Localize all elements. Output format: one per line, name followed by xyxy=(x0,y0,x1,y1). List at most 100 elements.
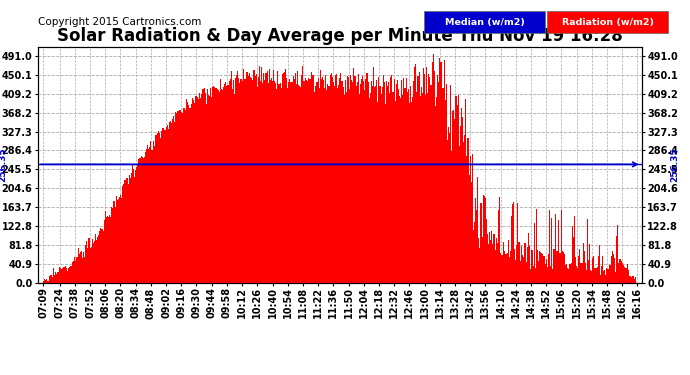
Bar xyxy=(592,258,593,283)
Bar xyxy=(541,253,542,283)
Bar xyxy=(170,121,171,283)
Bar xyxy=(256,74,257,283)
Bar xyxy=(368,98,370,283)
Bar xyxy=(307,81,308,283)
Bar xyxy=(571,226,573,283)
Bar xyxy=(511,216,512,283)
Bar xyxy=(505,254,506,283)
Bar xyxy=(460,126,461,283)
Bar xyxy=(156,135,157,283)
Bar xyxy=(230,71,232,283)
Bar xyxy=(521,246,522,283)
Bar xyxy=(143,158,144,283)
Bar xyxy=(360,84,361,283)
Bar xyxy=(306,80,307,283)
Bar xyxy=(319,70,321,283)
Bar xyxy=(503,243,504,283)
Bar xyxy=(346,92,347,283)
Bar xyxy=(413,81,414,283)
Bar xyxy=(296,84,297,283)
Bar xyxy=(333,82,334,283)
Bar xyxy=(215,88,217,283)
Bar xyxy=(440,62,442,283)
Bar xyxy=(630,276,631,283)
Bar xyxy=(470,156,471,283)
Bar xyxy=(377,102,378,283)
Bar xyxy=(300,87,302,283)
Bar xyxy=(302,66,304,283)
Bar xyxy=(412,97,413,283)
Bar xyxy=(290,82,291,283)
Bar xyxy=(236,75,237,283)
Bar xyxy=(273,70,274,283)
Bar xyxy=(435,106,436,283)
Bar xyxy=(149,147,150,283)
Bar xyxy=(451,151,452,283)
Bar xyxy=(425,94,426,283)
Bar xyxy=(436,97,437,283)
Bar xyxy=(396,84,397,283)
Bar xyxy=(128,176,130,283)
Bar xyxy=(350,75,351,283)
Bar xyxy=(65,266,66,283)
Bar xyxy=(90,247,92,283)
Bar xyxy=(605,275,607,283)
Bar xyxy=(222,90,223,283)
Bar xyxy=(597,267,598,283)
Bar xyxy=(593,256,595,283)
Bar xyxy=(362,76,363,283)
Bar xyxy=(612,251,613,283)
Bar xyxy=(209,96,210,283)
Bar xyxy=(83,252,84,283)
Bar xyxy=(536,209,537,283)
Text: 256.35: 256.35 xyxy=(0,147,8,182)
Bar xyxy=(515,260,516,283)
Bar xyxy=(162,128,164,283)
Bar xyxy=(340,73,342,283)
Bar xyxy=(600,275,601,283)
Bar xyxy=(466,156,467,283)
Bar xyxy=(234,94,235,283)
Bar xyxy=(249,73,250,283)
Bar xyxy=(50,275,52,283)
Bar xyxy=(110,217,111,283)
Bar xyxy=(258,77,259,283)
Bar xyxy=(190,104,192,283)
Bar xyxy=(566,264,567,283)
Bar xyxy=(393,79,395,283)
Bar xyxy=(144,157,145,283)
Bar xyxy=(370,93,371,283)
Bar xyxy=(395,101,396,283)
Bar xyxy=(225,82,226,283)
Bar xyxy=(560,253,561,283)
Bar xyxy=(56,274,57,283)
Bar xyxy=(184,108,185,283)
Bar xyxy=(417,76,419,283)
Bar xyxy=(66,268,67,283)
Bar xyxy=(518,242,520,283)
Bar xyxy=(569,264,571,283)
Bar xyxy=(186,99,187,283)
Bar xyxy=(510,251,511,283)
Bar xyxy=(426,67,427,283)
Bar xyxy=(538,261,539,283)
Bar xyxy=(421,87,422,283)
Bar xyxy=(201,94,202,283)
Bar xyxy=(281,88,282,283)
Bar xyxy=(327,84,328,283)
Bar xyxy=(192,98,193,283)
Bar xyxy=(141,157,143,283)
Bar xyxy=(457,95,459,283)
Bar xyxy=(251,78,253,283)
Bar xyxy=(383,75,384,283)
Bar xyxy=(582,243,584,283)
Bar xyxy=(364,90,365,283)
Bar xyxy=(131,173,132,283)
Bar xyxy=(315,86,317,283)
Bar xyxy=(542,254,544,283)
Bar xyxy=(313,75,315,283)
Bar xyxy=(398,89,399,283)
Bar xyxy=(461,108,462,283)
Bar xyxy=(372,86,373,283)
Bar xyxy=(107,216,108,283)
